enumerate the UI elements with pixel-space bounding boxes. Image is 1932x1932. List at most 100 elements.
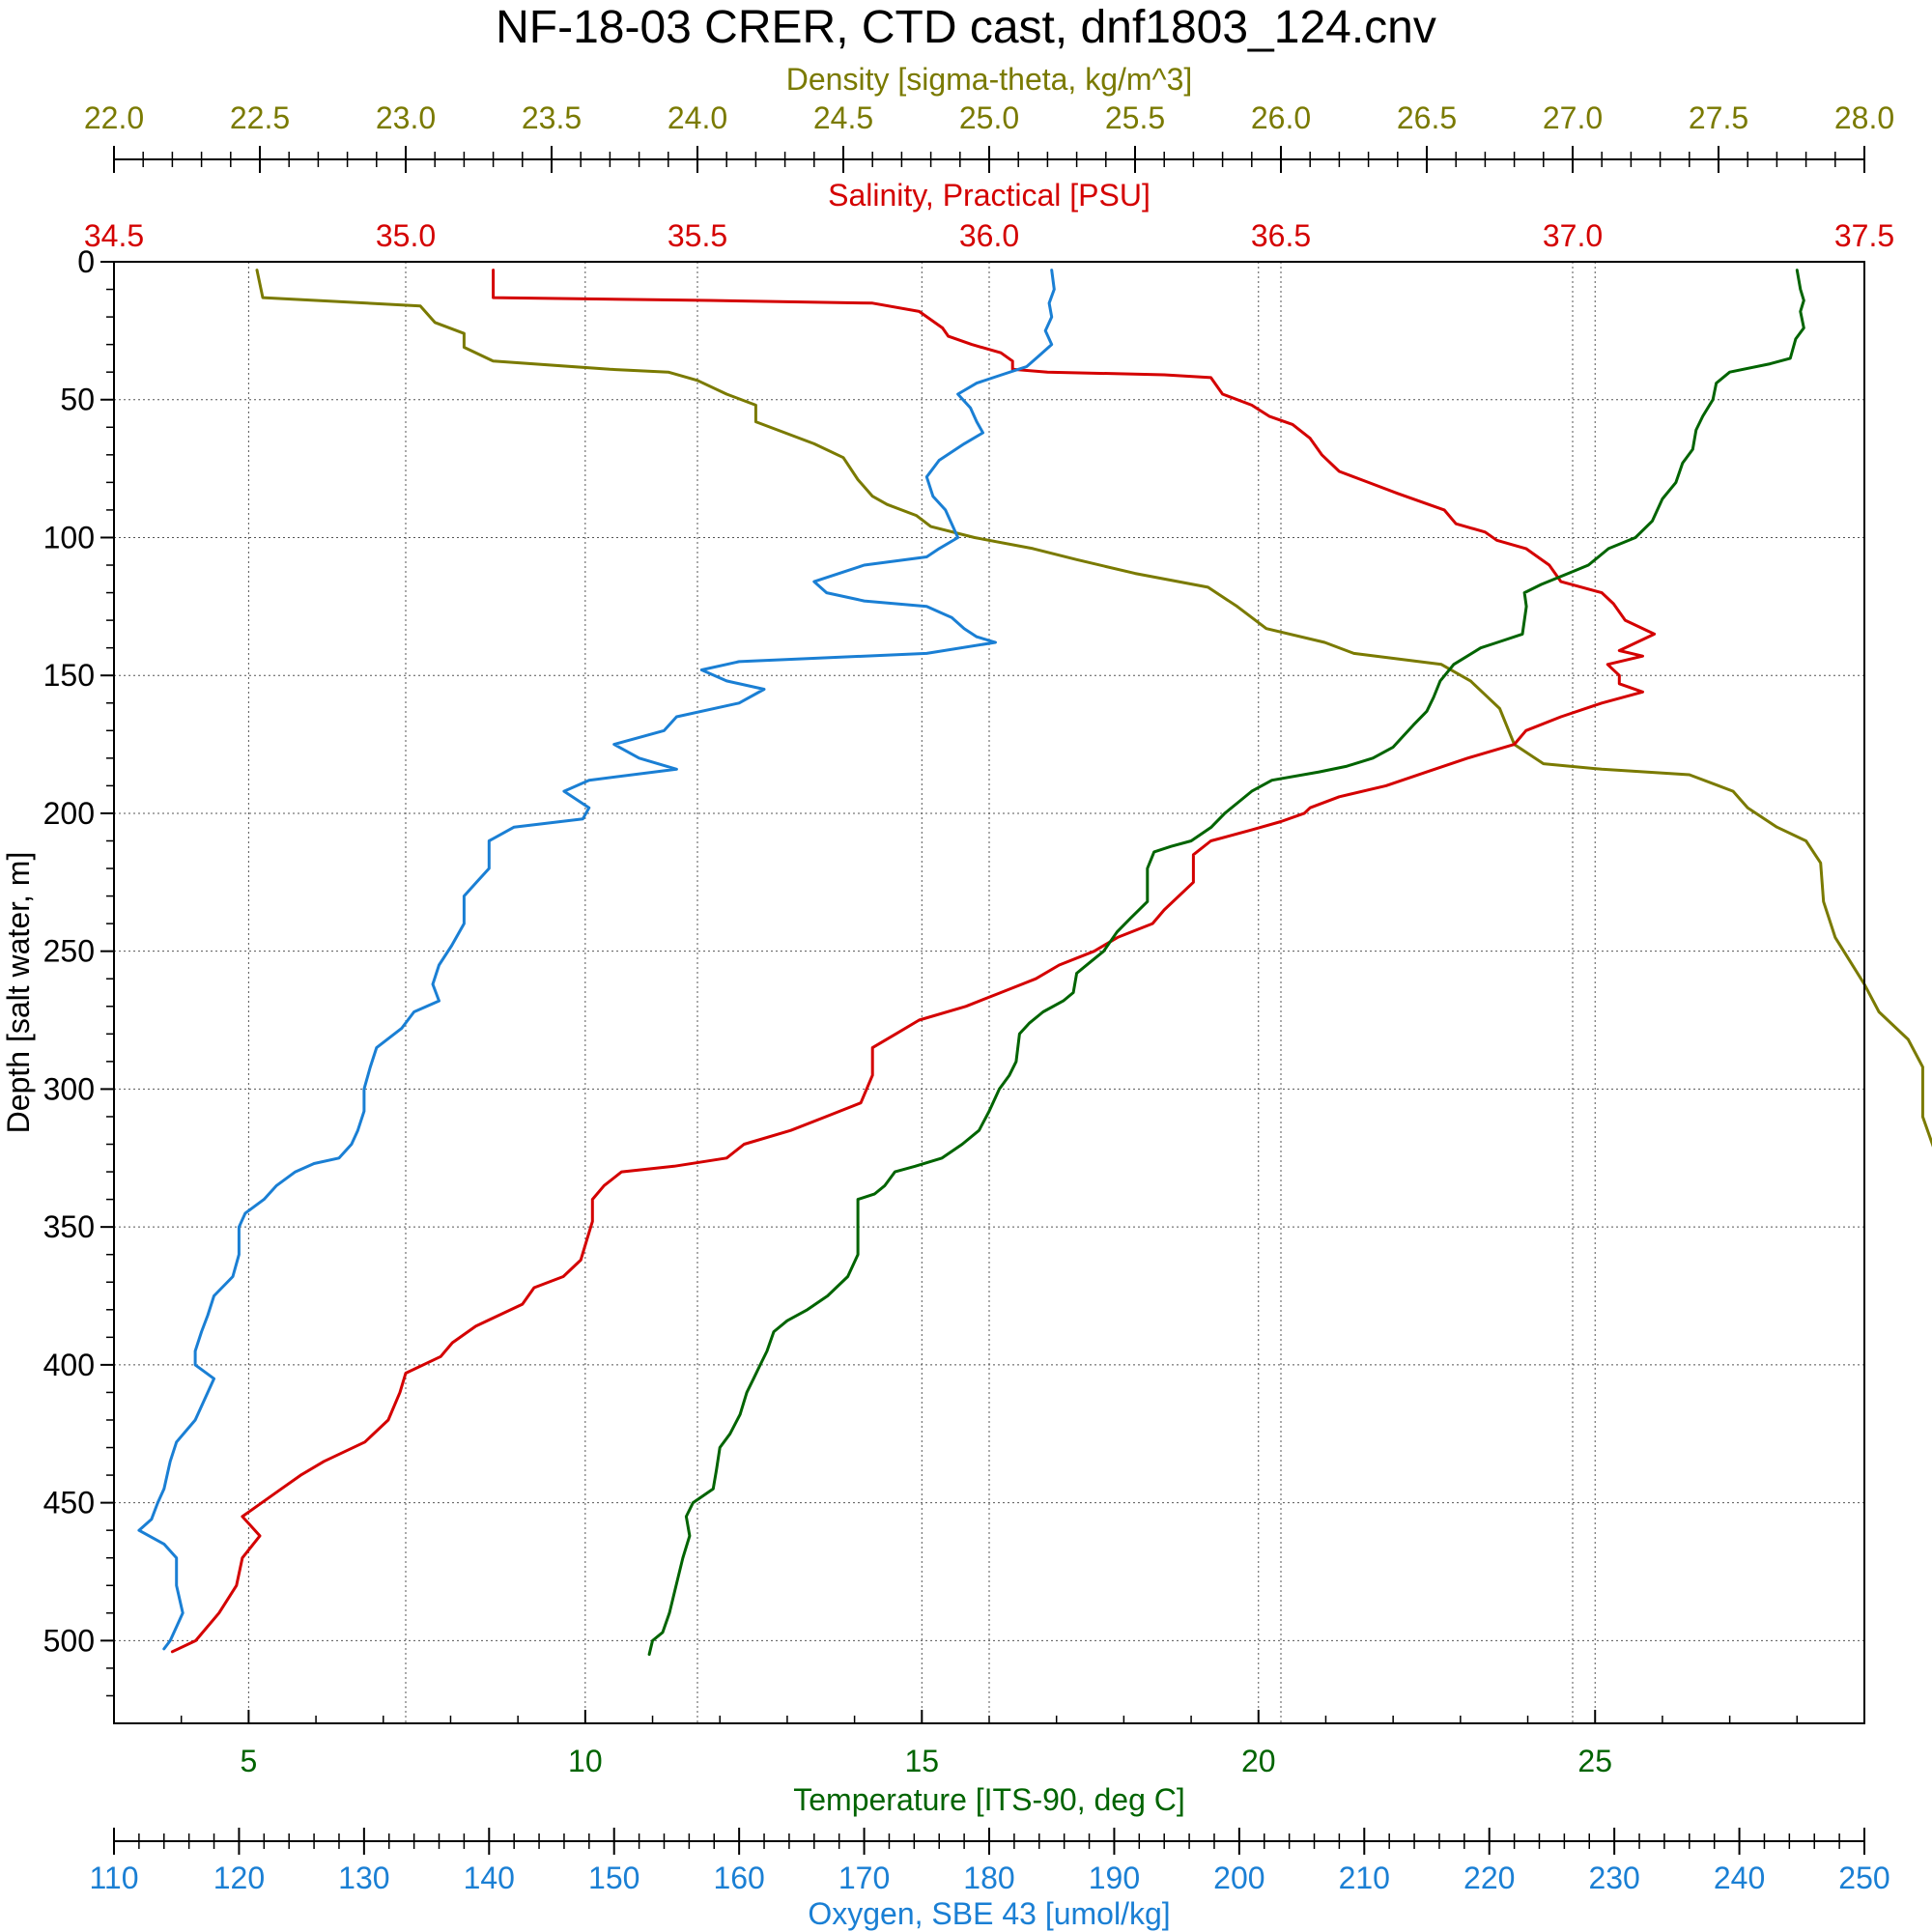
- temperature-point: [772, 1330, 776, 1333]
- temperature-point: [712, 1488, 715, 1491]
- temperature-point: [681, 1556, 685, 1559]
- oxygen-point: [213, 1294, 215, 1297]
- density-point: [886, 503, 889, 506]
- oxygen-point: [475, 881, 478, 884]
- salinity-point: [241, 1515, 244, 1519]
- salinity-point: [999, 352, 1003, 355]
- oxygen-point: [951, 616, 953, 619]
- density-point: [1439, 663, 1443, 666]
- salinity-point: [1641, 691, 1644, 694]
- temperature-point: [1028, 1021, 1032, 1025]
- oxygen-axis: 110 120 130 140 150 160 170 180 190 200 210 220 230 2…: [89, 1828, 1890, 1931]
- salinity-point: [580, 1259, 582, 1262]
- oxygen-point: [762, 688, 766, 691]
- salinity-point: [743, 1143, 746, 1146]
- temperature-point: [1524, 605, 1528, 608]
- oxygen-point: [562, 789, 566, 793]
- salinity-point: [1484, 530, 1487, 533]
- salinity-tick-label: 36.0: [959, 218, 1019, 253]
- salinity-point: [299, 1473, 302, 1477]
- density-tick-label: 25.5: [1105, 100, 1165, 135]
- depth-tick-label: 150: [43, 658, 95, 693]
- oxygen-point: [238, 1253, 241, 1256]
- density-point: [1236, 605, 1238, 608]
- oxygen-point: [193, 1363, 197, 1367]
- depth-tick-label: 400: [43, 1348, 95, 1382]
- depth-tick-label: 450: [43, 1486, 95, 1520]
- temperature-point: [1799, 310, 1803, 313]
- temperature-point: [998, 1088, 1001, 1091]
- temperature-point: [1452, 663, 1456, 666]
- oxygen-point: [1050, 343, 1053, 346]
- oxygen-point: [169, 1639, 172, 1642]
- salinity-point: [1011, 359, 1014, 362]
- temperature-point: [1712, 398, 1715, 401]
- salinity-point: [1606, 663, 1609, 666]
- salinity-point: [217, 1611, 220, 1615]
- salinity-tick-label: 37.0: [1543, 218, 1603, 253]
- depth-tick-label: 200: [43, 796, 95, 831]
- salinity-point: [871, 1073, 874, 1077]
- temperature-point: [1715, 382, 1718, 384]
- salinity-point: [1384, 784, 1387, 787]
- oxygen-point: [438, 963, 440, 967]
- temperature-point: [728, 1433, 731, 1435]
- density-tick-label: 24.0: [668, 100, 727, 135]
- density-point: [1542, 762, 1546, 765]
- temperature-point: [894, 1170, 896, 1174]
- salinity-point: [871, 301, 874, 304]
- oxygen-point: [438, 999, 440, 1003]
- salinity-point: [194, 1639, 197, 1642]
- oxygen-point: [969, 407, 972, 410]
- temperature-point: [1071, 991, 1075, 994]
- temperature-point: [758, 1363, 762, 1367]
- oxygen-tick-label: 180: [963, 1861, 1014, 1895]
- depth-tick-label: 50: [60, 383, 95, 417]
- oxygen-point: [725, 679, 728, 683]
- salinity-point: [725, 1156, 728, 1160]
- oxygen-point: [1037, 354, 1041, 357]
- oxygen-tick-label: 250: [1838, 1861, 1889, 1895]
- oxygen-point: [975, 420, 979, 423]
- density-point: [1921, 1065, 1924, 1068]
- temperature-point: [1345, 765, 1348, 768]
- temperature-point: [1794, 337, 1798, 341]
- salinity-point: [859, 1101, 863, 1104]
- salinity-point: [275, 1491, 279, 1493]
- salinity-point: [1279, 820, 1283, 823]
- oxygen-point: [193, 1350, 197, 1352]
- oxygen-point: [975, 636, 979, 639]
- salinity-point: [171, 1650, 174, 1654]
- temperature-point: [715, 1468, 718, 1471]
- oxygen-series: [137, 269, 1056, 1651]
- oxygen-point: [337, 1156, 341, 1160]
- density-point: [856, 478, 860, 481]
- salinity-point: [1367, 481, 1370, 484]
- salinity-point: [1495, 539, 1498, 542]
- temperature-point: [1129, 917, 1132, 920]
- salinity-point: [918, 310, 921, 313]
- salinity-point: [1309, 807, 1312, 810]
- oxygen-point: [938, 459, 941, 462]
- salinity-point: [947, 334, 950, 338]
- density-point: [1352, 652, 1355, 655]
- axes: 0 50 100 150 200 250 300 350 400 450 500 Depth [sal…: [1, 62, 1894, 1931]
- salinity-point: [363, 1440, 366, 1444]
- oxygen-profile-line: [137, 269, 1056, 1651]
- temperature-tick-label: 10: [568, 1744, 603, 1778]
- salinity-point: [672, 1165, 675, 1168]
- temperature-point: [1008, 1073, 1011, 1077]
- salinity-point: [964, 1005, 967, 1009]
- salinity-series: [170, 269, 1657, 1654]
- oxygen-point: [951, 523, 953, 526]
- oxygen-point: [412, 1010, 415, 1013]
- salinity-point: [235, 1584, 238, 1587]
- temperature-point: [856, 1226, 860, 1229]
- salinity-tick-label: 37.5: [1834, 218, 1894, 253]
- oxygen-point: [450, 944, 453, 948]
- oxygen-point: [200, 1330, 203, 1333]
- density-point: [1776, 826, 1778, 829]
- oxygen-point: [463, 922, 466, 925]
- oxygen-point: [294, 1170, 297, 1174]
- salinity-point: [1612, 602, 1615, 606]
